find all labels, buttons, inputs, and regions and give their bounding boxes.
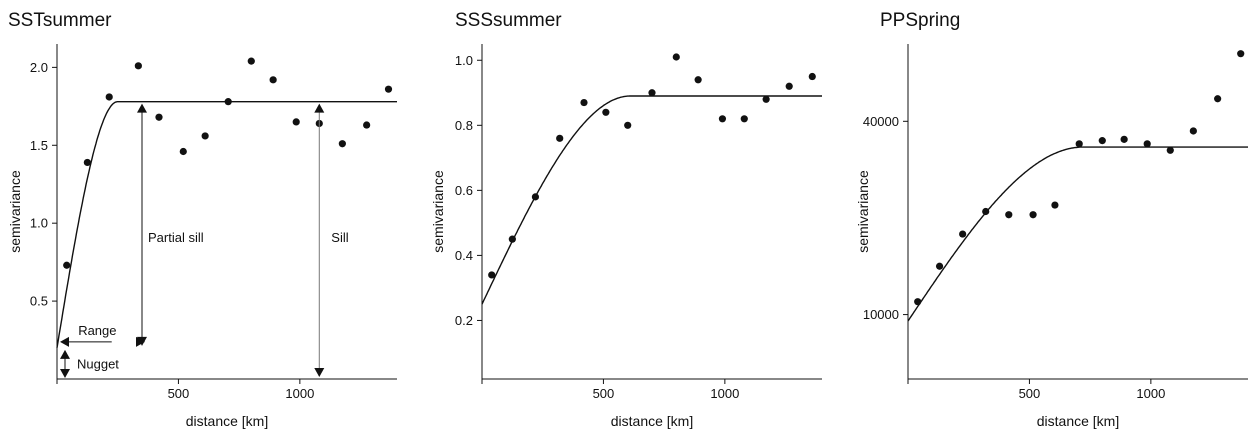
data-point	[648, 89, 656, 97]
y-tick-label: 0.6	[455, 183, 473, 198]
data-point	[1214, 95, 1222, 103]
model-curve	[907, 146, 1248, 322]
range-label: Range	[78, 323, 116, 338]
x-axis-label: distance [km]	[1037, 413, 1119, 429]
data-point	[1120, 135, 1128, 143]
data-point	[1098, 137, 1106, 145]
sill-arrowhead-down	[314, 368, 325, 377]
data-point	[224, 98, 232, 106]
data-point	[672, 53, 680, 61]
data-point	[179, 147, 187, 156]
data-point	[134, 62, 142, 70]
data-point	[1189, 127, 1197, 135]
y-axis-label: semivariance	[7, 170, 23, 253]
nugget-arrowhead-down	[60, 369, 70, 378]
data-point	[292, 118, 300, 126]
data-point	[269, 76, 277, 84]
data-point	[718, 115, 727, 123]
data-point	[488, 271, 496, 279]
data-point	[105, 93, 113, 101]
x-tick-label: 500	[168, 386, 190, 401]
data-point	[740, 115, 748, 123]
y-tick-label: 10000	[863, 307, 899, 322]
chart-title: PPSpring	[880, 10, 960, 31]
data-point	[1237, 50, 1245, 58]
data-point	[959, 230, 967, 238]
range-arrowhead-left	[60, 336, 69, 347]
data-point	[624, 121, 632, 129]
x-tick-label: 500	[593, 386, 615, 401]
partial-sill-arrowhead-down	[137, 336, 147, 346]
nugget-label: Nugget	[77, 356, 119, 371]
y-tick-label: 0.2	[455, 313, 473, 328]
data-point	[155, 113, 163, 121]
chart-panel-3: PPSpring 10000 40000 500 1000 distance [km] se…	[855, 10, 1248, 429]
data-point	[914, 298, 922, 306]
y-tick-label: 1.0	[455, 53, 473, 68]
data-point	[602, 108, 610, 116]
x-tick-label: 500	[1019, 386, 1041, 401]
data-point	[83, 158, 91, 167]
data-point	[762, 95, 770, 103]
data-point	[508, 235, 516, 243]
data-point	[1051, 201, 1059, 209]
x-tick-label: 1000	[285, 386, 314, 401]
partial-sill-arrowhead-up	[137, 103, 147, 113]
data-point	[1029, 211, 1037, 219]
y-tick-label: 1.0	[30, 216, 48, 231]
chart-title: SSSsummer	[455, 10, 562, 31]
data-point	[384, 85, 393, 93]
data-point	[1005, 211, 1013, 219]
y-tick-label: 2.0	[30, 60, 48, 75]
data-point	[785, 82, 793, 90]
y-axis-label: semivariance	[855, 170, 871, 253]
chart-title: SSTsummer	[8, 10, 112, 31]
y-tick-label: 1.5	[30, 138, 48, 153]
model-curve	[56, 101, 397, 348]
y-tick-label: 40000	[863, 114, 899, 129]
data-point	[935, 262, 944, 270]
data-point	[1075, 140, 1083, 148]
y-tick-label: 0.5	[30, 294, 48, 309]
x-axis-label: distance [km]	[186, 413, 268, 429]
variogram-annotations: Range Nugget Partial sill Sill	[60, 103, 349, 378]
sill-arrowhead-up	[314, 103, 325, 113]
data-point	[1166, 146, 1174, 154]
data-point	[247, 57, 255, 65]
partial-sill-label: Partial sill	[148, 230, 204, 245]
x-tick-label: 1000	[1136, 386, 1165, 401]
x-tick-label: 1000	[710, 386, 739, 401]
data-point	[694, 76, 702, 84]
data-point	[201, 132, 209, 140]
chart-panel-2: SSSsummer 0.2 0.4 0.6 0.8 1.0 500 1000 distance …	[430, 10, 822, 429]
data-point	[338, 140, 346, 148]
data-point	[556, 134, 564, 142]
sill-label: Sill	[331, 230, 348, 245]
chart-panel-1: SSTsummer 0.5 1.0 1.5 2.0 500 1000 distance [km…	[7, 10, 397, 429]
data-point	[1143, 140, 1151, 148]
nugget-arrowhead-up	[60, 349, 70, 359]
data-point	[531, 193, 540, 201]
data-point	[63, 261, 71, 269]
data-point	[982, 207, 990, 216]
model-curve	[481, 95, 822, 305]
data-point	[808, 72, 816, 81]
y-axis-label: semivariance	[430, 170, 446, 253]
data-point	[580, 98, 588, 107]
y-tick-label: 0.8	[455, 118, 473, 133]
y-tick-label: 0.4	[455, 248, 473, 263]
data-point	[363, 121, 371, 129]
x-axis-label: distance [km]	[611, 413, 693, 429]
